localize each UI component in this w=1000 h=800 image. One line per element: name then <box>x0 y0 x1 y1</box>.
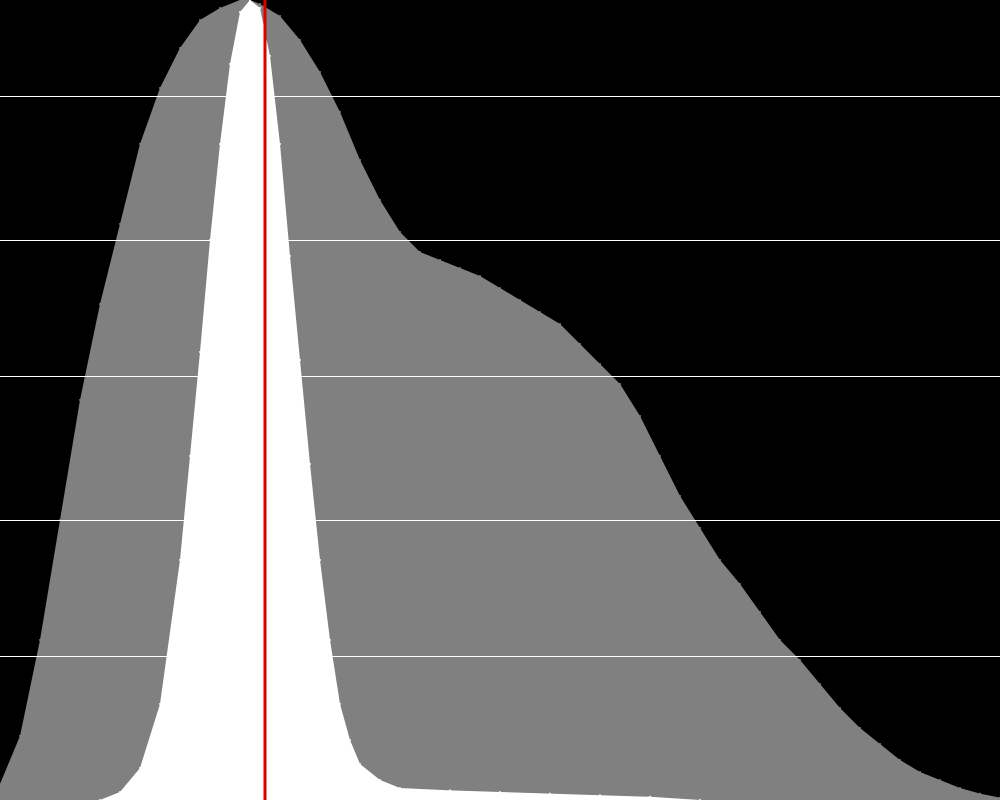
wide-series-point <box>959 787 961 789</box>
wide-series-point <box>359 159 361 161</box>
narrow-series-point <box>329 639 331 641</box>
wide-series-point <box>119 223 121 225</box>
wide-series-point <box>519 299 521 301</box>
narrow-series-point <box>339 703 341 705</box>
wide-series-point <box>339 111 341 113</box>
narrow-series-point <box>309 463 311 465</box>
wide-series-point <box>579 343 581 345</box>
narrow-series-point <box>379 779 381 781</box>
wide-series-point <box>259 3 261 5</box>
narrow-series-point <box>139 767 141 769</box>
narrow-series-point <box>499 791 501 793</box>
wide-series-point <box>539 311 541 313</box>
narrow-series-point <box>189 455 191 457</box>
narrow-series-point <box>649 796 651 798</box>
wide-series-point <box>899 759 901 761</box>
wide-series-point <box>639 415 641 417</box>
narrow-series-point <box>399 787 401 789</box>
narrow-series-point <box>199 351 201 353</box>
wide-series-point <box>559 323 561 325</box>
wide-series-point <box>719 559 721 561</box>
wide-series-point <box>499 287 501 289</box>
wide-series-point <box>99 303 101 305</box>
wide-series-point <box>279 15 281 17</box>
narrow-series-point <box>259 7 261 9</box>
narrow-series-point <box>179 559 181 561</box>
narrow-series-point <box>219 143 221 145</box>
wide-series-point <box>399 231 401 233</box>
wide-series-point <box>159 87 161 89</box>
narrow-series-point <box>359 763 361 765</box>
wide-series-point <box>219 7 221 9</box>
wide-series-point <box>39 639 41 641</box>
wide-series-point <box>459 267 461 269</box>
narrow-series-point <box>299 359 301 361</box>
wide-series-point <box>419 251 421 253</box>
wide-series-point <box>139 143 141 145</box>
wide-series-point <box>19 735 21 737</box>
wide-series-point <box>699 527 701 529</box>
wide-series-point <box>799 659 801 661</box>
narrow-series-point <box>549 793 551 795</box>
narrow-series-point <box>289 255 291 257</box>
wide-series-point <box>919 771 921 773</box>
wide-series-point <box>679 495 681 497</box>
narrow-series-point <box>319 559 321 561</box>
wide-series-point <box>179 47 181 49</box>
wide-series-point <box>599 363 601 365</box>
narrow-series-point <box>599 794 601 796</box>
wide-series-point <box>319 71 321 73</box>
wide-series-point <box>859 727 861 729</box>
wide-series-point <box>819 683 821 685</box>
wide-series-point <box>199 19 201 21</box>
wide-series-point <box>739 583 741 585</box>
narrow-series-point <box>449 789 451 791</box>
narrow-series-point <box>119 791 121 793</box>
wide-series-point <box>439 259 441 261</box>
wide-series-point <box>379 199 381 201</box>
wide-series-point <box>879 743 881 745</box>
narrow-series-point <box>159 703 161 705</box>
wide-series-point <box>979 793 981 795</box>
narrow-series-point <box>349 739 351 741</box>
wide-series-point <box>479 275 481 277</box>
narrow-series-point <box>279 143 281 145</box>
wide-series-point <box>79 399 81 401</box>
wide-series-point <box>939 779 941 781</box>
wide-series-point <box>759 611 761 613</box>
wide-series-point <box>839 707 841 709</box>
wide-series-point <box>619 383 621 385</box>
narrow-series-point <box>269 55 271 57</box>
wide-series-point <box>659 455 661 457</box>
narrow-series-point <box>239 11 241 13</box>
narrow-series-point <box>229 63 231 65</box>
wide-series-point <box>779 639 781 641</box>
wide-series-point <box>299 39 301 41</box>
